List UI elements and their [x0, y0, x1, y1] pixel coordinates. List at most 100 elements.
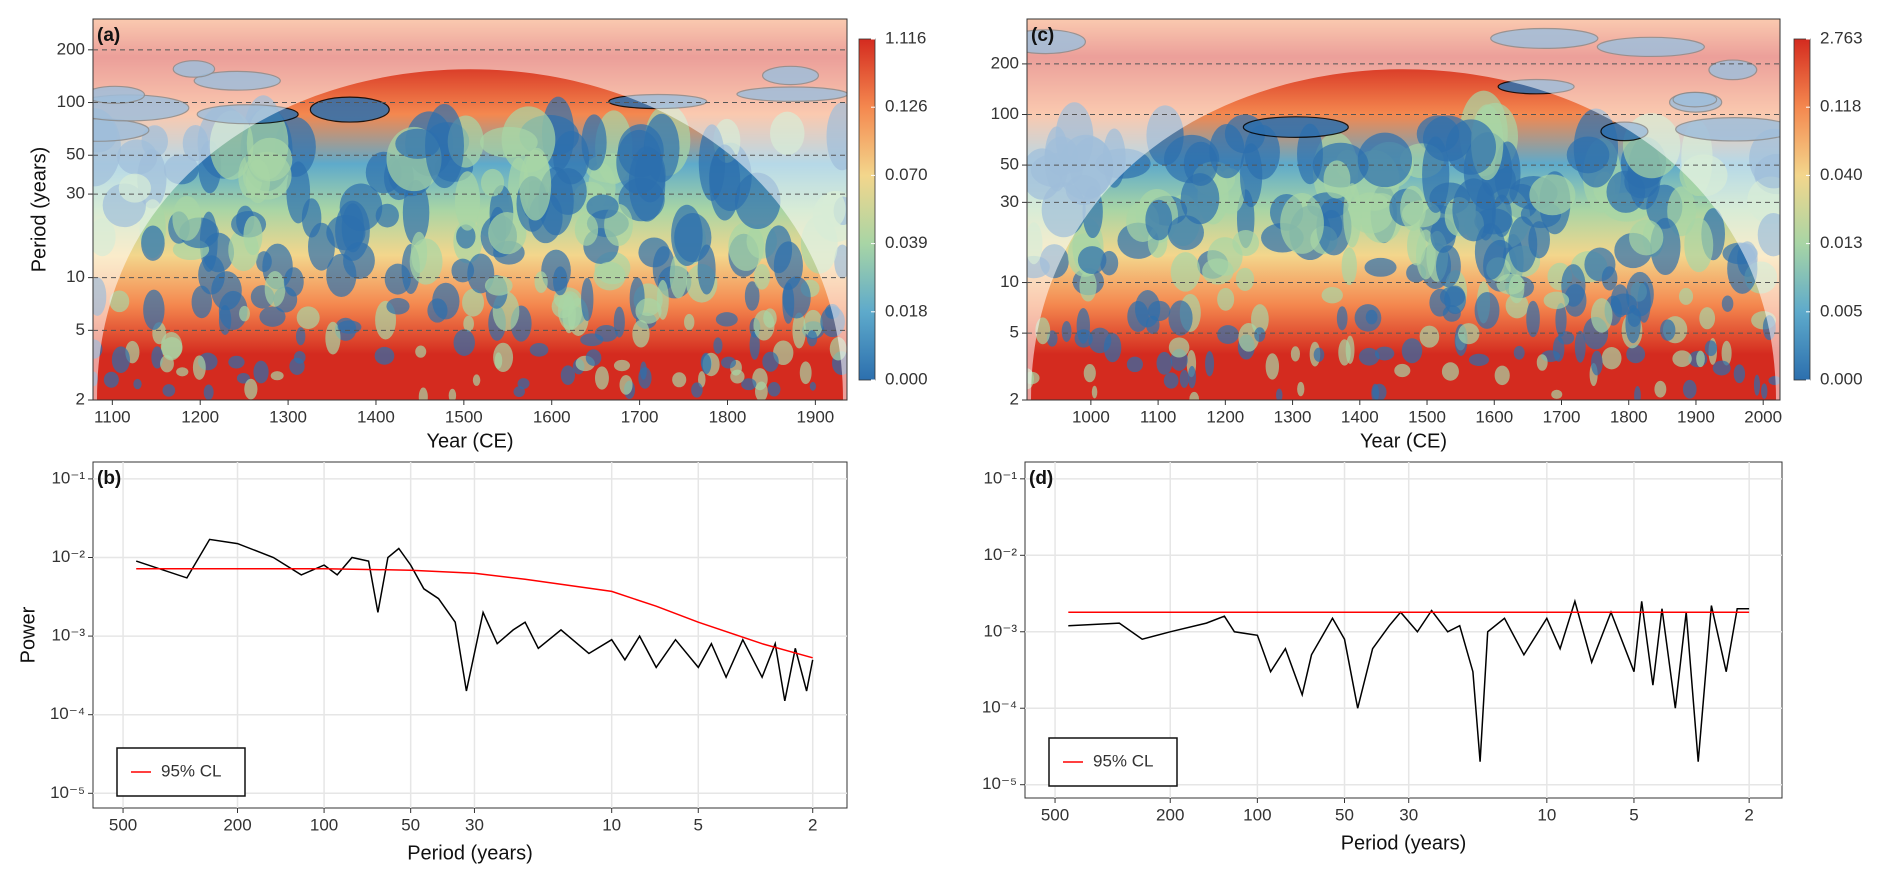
- x-tick-label: 10: [1537, 805, 1556, 824]
- heatmap-blob: [1684, 218, 1714, 273]
- heatmap-blob: [613, 359, 630, 372]
- x-tick-label: 1600: [533, 407, 571, 426]
- series-line: [1068, 598, 1750, 762]
- heatmap-blob: [472, 374, 481, 386]
- panel-label: (c): [1031, 25, 1054, 46]
- heatmap-blob: [1704, 340, 1718, 357]
- heatmap-blob: [1209, 124, 1245, 179]
- x-tick-label: 50: [1335, 805, 1354, 824]
- heatmap-blob: [343, 242, 375, 280]
- x-tick-label: 1400: [1341, 407, 1379, 426]
- heatmap-blob: [244, 378, 258, 400]
- plot-frame: [1026, 18, 1781, 401]
- x-tick-label: 1500: [445, 407, 483, 426]
- colorbar-label: 0.005: [1820, 301, 1863, 320]
- heatmap-blob: [1574, 330, 1586, 363]
- x-axis-title: Year (CE): [1360, 430, 1447, 452]
- x-tick-label: 100: [310, 815, 338, 834]
- heatmap-blob: [374, 346, 395, 365]
- heatmap-blob: [295, 327, 306, 346]
- heatmap-blob: [1126, 356, 1143, 373]
- heatmap-blob: [1458, 323, 1480, 345]
- x-tick-label: 5: [694, 815, 703, 834]
- heatmap-blob: [1733, 364, 1746, 384]
- heatmap-blob: [270, 371, 284, 381]
- heatmap-blob: [176, 367, 189, 377]
- heatmap-blob: [133, 378, 142, 390]
- heatmap-blob: [160, 355, 174, 373]
- heatmap-blob: [799, 361, 812, 385]
- heatmap-blob: [425, 103, 465, 189]
- heatmap-blob: [1591, 350, 1603, 376]
- heatmap-blob: [1584, 247, 1616, 282]
- heatmap-blob: [698, 371, 706, 388]
- x-tick-label: 1200: [1206, 407, 1244, 426]
- heatmap-blob: [1156, 351, 1173, 375]
- heatmap-blob: [551, 294, 575, 319]
- heatmap-blob: [1254, 327, 1266, 342]
- heatmap-blob: [1634, 385, 1641, 400]
- heatmap-blob: [1365, 309, 1378, 325]
- heatmap-blob: [1297, 123, 1323, 185]
- heatmap-blob: [728, 222, 765, 271]
- x-tick-label: 1900: [796, 407, 834, 426]
- heatmap-blob: [1474, 292, 1500, 329]
- heatmap-blob: [1682, 379, 1697, 399]
- colorbar: [858, 38, 876, 381]
- plot-frame: [92, 18, 848, 401]
- heatmap-blob: [402, 179, 430, 246]
- heatmap-blob: [1435, 245, 1461, 288]
- heatmap-blob: [1168, 337, 1190, 358]
- heatmap-blob: [753, 263, 770, 290]
- heatmap-blob: [1601, 346, 1622, 370]
- x-axis-title: Period (years): [407, 842, 533, 864]
- colorbar: [1793, 38, 1811, 381]
- colorbar-label: 2.763: [1820, 28, 1863, 47]
- heatmap-blob: [1358, 347, 1380, 366]
- heatmap-blob: [749, 330, 760, 360]
- x-tick-label: 1100: [94, 407, 131, 426]
- heatmap-blob: [593, 261, 626, 291]
- y-tick-label: 10⁻¹: [983, 468, 1017, 487]
- heatmap-blob: [1672, 350, 1692, 367]
- y-tick-label: 200: [57, 39, 85, 58]
- heatmap-blob: [386, 297, 410, 315]
- heatmap-blob: [1494, 365, 1510, 386]
- heatmap-blob: [807, 330, 818, 347]
- x-tick-label: 2: [1744, 805, 1753, 824]
- x-tick-label: 1800: [1610, 407, 1648, 426]
- heatmap-blob: [1235, 267, 1255, 291]
- heatmap-blob: [228, 355, 245, 369]
- heatmap-blob: [580, 333, 604, 347]
- colorbar-label: 0.018: [885, 301, 928, 320]
- heatmap-blob: [1205, 351, 1215, 377]
- y-tick-label: 10⁻⁴: [982, 698, 1017, 717]
- heatmap-blob: [1374, 346, 1395, 361]
- x-tick-label: 1100: [1140, 407, 1177, 426]
- heatmap-blob: [1468, 353, 1490, 366]
- heatmap-blob: [1179, 369, 1189, 388]
- heatmap-blob: [1321, 287, 1343, 304]
- x-tick-label: 10: [602, 815, 621, 834]
- heatmap-blob: [1407, 225, 1426, 266]
- heatmap-blob: [581, 114, 607, 171]
- heatmap-blob: [1341, 247, 1357, 286]
- heatmap-blob: [259, 306, 286, 327]
- x-tick-label: 1700: [621, 407, 659, 426]
- y-tick-label: 10⁻³: [51, 626, 85, 645]
- heatmap-blob: [1721, 295, 1734, 312]
- y-tick-label: 10⁻²: [983, 545, 1017, 564]
- heatmap-blob: [1091, 385, 1098, 399]
- heatmap-blob: [1035, 317, 1051, 345]
- heatmap-blob: [141, 225, 165, 261]
- y-tick-label: 10⁻⁵: [982, 774, 1017, 793]
- heatmap-blob: [484, 275, 513, 296]
- y-tick-label: 100: [991, 104, 1019, 123]
- heatmap: [1027, 19, 1780, 400]
- y-tick-label: 30: [1000, 192, 1019, 211]
- cone-of-influence: [1027, 19, 1780, 400]
- heatmap-blob: [418, 387, 428, 400]
- heatmap-blob: [1145, 199, 1173, 241]
- heatmap-blob: [1163, 372, 1179, 389]
- heatmap-blob: [803, 309, 823, 339]
